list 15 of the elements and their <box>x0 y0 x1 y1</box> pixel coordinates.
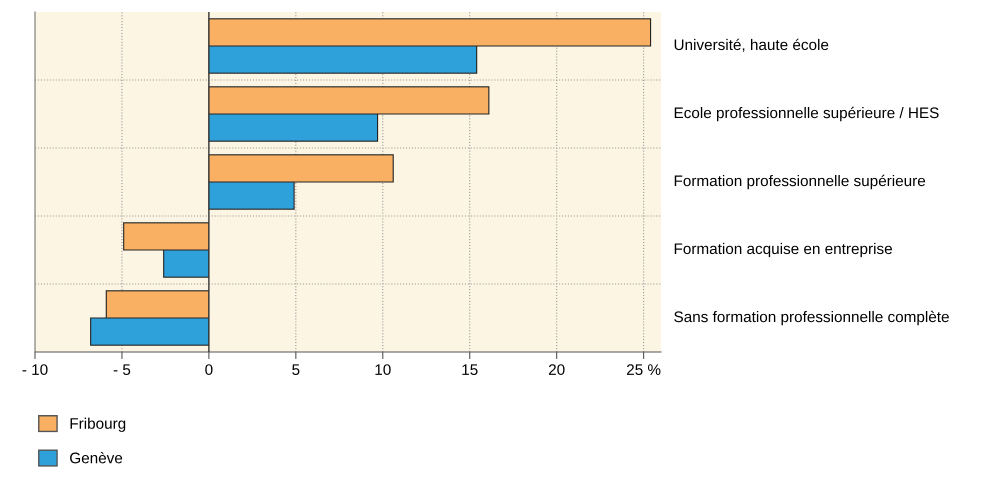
y-tick-label: Ecole professionnelle supérieure / HES <box>674 106 939 122</box>
x-tick-label: - 5 <box>114 364 130 376</box>
x-tick-label: 15 <box>462 364 478 376</box>
y-tick-label: Université, haute école <box>674 38 828 52</box>
x-tick-label: 20 <box>548 364 565 376</box>
y-tick-label: Formation acquise en entreprise <box>674 242 892 258</box>
legend-label: Fribourg <box>70 418 126 432</box>
x-tick-label: 25 % <box>626 364 660 376</box>
x-tick-label: 0 <box>205 364 213 376</box>
x-tick-label: 10 <box>375 364 391 376</box>
legend-label: Genève <box>70 452 122 464</box>
x-tick-label: - 10 <box>22 364 48 376</box>
y-tick-label: Formation professionnelle supérieure <box>674 174 926 190</box>
x-tick-label: 5 <box>292 364 300 376</box>
y-tick-label: Sans formation professionnelle complète <box>674 310 949 326</box>
